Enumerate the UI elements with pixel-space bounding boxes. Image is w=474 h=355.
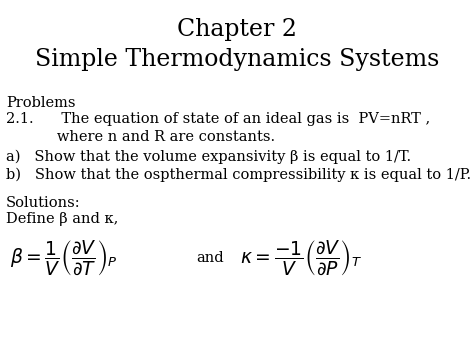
Text: Solutions:: Solutions:: [6, 196, 81, 210]
Text: a)   Show that the volume expansivity β is equal to 1/T.: a) Show that the volume expansivity β is…: [6, 150, 411, 164]
Text: where n and R are constants.: where n and R are constants.: [6, 130, 275, 144]
Text: $\beta = \dfrac{1}{V}\left(\dfrac{\partial V}{\partial T}\right)_P$: $\beta = \dfrac{1}{V}\left(\dfrac{\parti…: [10, 239, 118, 277]
Text: Define β and κ,: Define β and κ,: [6, 212, 118, 226]
Text: and: and: [196, 251, 224, 265]
Text: Simple Thermodynamics Systems: Simple Thermodynamics Systems: [35, 48, 439, 71]
Text: Problems: Problems: [6, 96, 75, 110]
Text: 2.1.      The equation of state of an ideal gas is  PV=nRT ,: 2.1. The equation of state of an ideal g…: [6, 112, 430, 126]
Text: $\kappa = \dfrac{-1}{V}\left(\dfrac{\partial V}{\partial P}\right)_T$: $\kappa = \dfrac{-1}{V}\left(\dfrac{\par…: [240, 239, 362, 277]
Text: b)   Show that the ospthermal compressibility κ is equal to 1/P.: b) Show that the ospthermal compressibil…: [6, 168, 471, 182]
Text: Chapter 2: Chapter 2: [177, 18, 297, 41]
